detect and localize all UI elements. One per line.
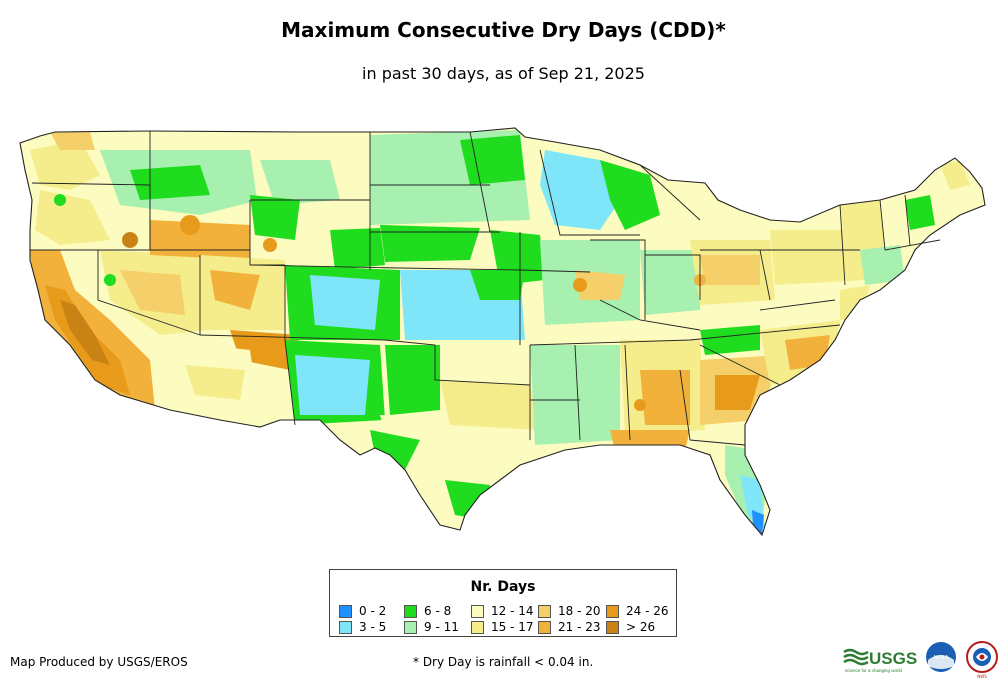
legend-swatch — [339, 604, 352, 618]
svg-text:science for a changing world: science for a changing world — [845, 668, 903, 673]
legend-item-0-2: 0 - 2 — [339, 604, 386, 618]
state-boundaries — [19, 127, 986, 537]
agency-logos: USGS science for a changing world NOAA N… — [843, 641, 998, 679]
legend-item-18-20: 18 - 20 — [538, 604, 601, 618]
map-subtitle: in past 30 days, as of Sep 21, 2025 — [362, 64, 645, 83]
legend-item-21-23: 21 - 23 — [538, 620, 601, 634]
legend-item-gt-26: > 26 — [606, 620, 655, 634]
legend-item-6-8: 6 - 8 — [404, 604, 451, 618]
legend-item-3-5: 3 - 5 — [339, 620, 386, 634]
legend-swatch — [538, 620, 551, 634]
map-title: Maximum Consecutive Dry Days (CDD)* — [281, 18, 726, 42]
legend-item-15-17: 15 - 17 — [471, 620, 534, 634]
legend-swatch — [404, 620, 417, 634]
legend-item-12-14: 12 - 14 — [471, 604, 534, 618]
legend-swatch — [471, 620, 484, 634]
usgs-logo: USGS science for a changing world — [843, 648, 917, 673]
dry-day-footnote: * Dry Day is rainfall < 0.04 in. — [413, 655, 594, 669]
nws-logo: NWS — [966, 641, 998, 679]
legend-title: Nr. Days — [470, 579, 536, 595]
svg-text:NWS: NWS — [977, 674, 987, 679]
conus-cdd-map — [19, 127, 986, 537]
svg-text:USGS: USGS — [869, 649, 917, 668]
noaa-logo: NOAA — [926, 642, 956, 672]
legend-item-24-26: 24 - 26 — [606, 604, 669, 618]
legend-swatch — [606, 620, 619, 634]
legend: Nr. Days 0 - 2 3 - 5 6 - 8 9 - 11 12 - 1… — [329, 569, 677, 637]
legend-swatch — [404, 604, 417, 618]
legend-swatch — [339, 620, 352, 634]
map-credit: Map Produced by USGS/EROS — [10, 655, 188, 669]
legend-swatch — [471, 604, 484, 618]
legend-swatch — [606, 604, 619, 618]
legend-swatch — [538, 604, 551, 618]
svg-text:NOAA: NOAA — [934, 655, 949, 661]
legend-item-9-11: 9 - 11 — [404, 620, 459, 634]
